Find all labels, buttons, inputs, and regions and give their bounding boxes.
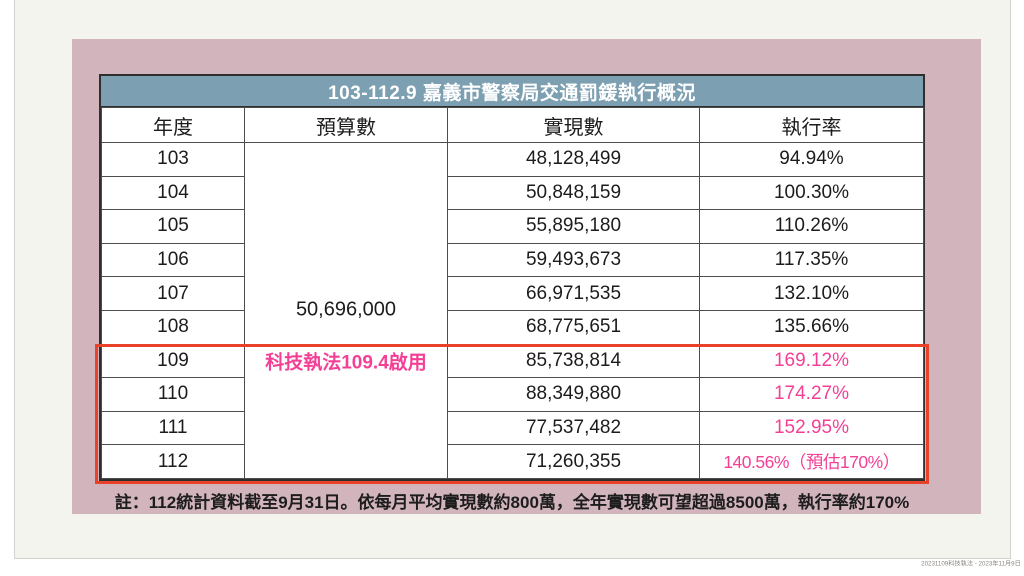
table-row: 106 59,493,673 117.35% [101, 242, 924, 278]
table-row-highlighted: 109 85,738,814 169.12% [101, 343, 924, 379]
column-header-realized: 實現數 [447, 107, 700, 143]
realized-cell: 50,848,159 [447, 175, 700, 211]
table-row: 105 55,895,180 110.26% [101, 209, 924, 244]
table-row: 103 50,696,000 科技執法109.4啟用 48,128,499 94… [101, 142, 924, 479]
budget-value: 50,696,000 [295, 298, 397, 321]
viewer-caption: 20231109科技執法 - 2023年11月9日 [921, 560, 1021, 568]
realized-cell: 59,493,673 [447, 242, 700, 278]
realized-cell: 88,349,880 [447, 377, 700, 412]
table-title: 103-112.9 嘉義市警察局交通罰鍰執行概況 [101, 76, 923, 107]
rate-cell: 135.66% [699, 309, 924, 345]
budget-merged-cell: 50,696,000 科技執法109.4啟用 [244, 142, 448, 479]
rate-cell: 152.95% [699, 410, 924, 446]
year-cell: 107 [101, 276, 245, 311]
header-row: 年度 預算數 實現數 執行率 [101, 107, 924, 143]
realized-cell: 68,775,651 [447, 309, 700, 345]
table-row: 107 66,971,535 132.10% [101, 276, 924, 311]
year-cell: 112 [101, 444, 245, 479]
realized-cell: 48,128,499 [447, 142, 700, 177]
rate-cell: 110.26% [699, 209, 924, 244]
table-row: 108 68,775,651 135.66% [101, 309, 924, 345]
rate-cell: 117.35% [699, 242, 924, 278]
rate-cell: 140.56%（預估170%） [699, 444, 924, 479]
year-cell: 104 [101, 175, 245, 211]
column-header-year: 年度 [101, 107, 245, 143]
table-row-highlighted: 112 71,260,355 140.56%（預估170%） [101, 444, 924, 479]
footnote: 註：112統計資料截至9月31日。依每月平均實現數約800萬，全年實現數可望超過… [114, 493, 910, 512]
rate-cell: 174.27% [699, 377, 924, 412]
realized-cell: 66,971,535 [447, 276, 700, 311]
realized-cell: 85,738,814 [447, 343, 700, 379]
column-header-rate: 執行率 [699, 107, 924, 143]
tech-enforcement-annotation: 科技執法109.4啟用 [265, 352, 427, 374]
year-cell: 103 [101, 142, 245, 177]
realized-cell: 71,260,355 [447, 444, 700, 479]
realized-cell: 77,537,482 [447, 410, 700, 446]
column-header-budget: 預算數 [244, 107, 448, 143]
year-cell: 106 [101, 242, 245, 278]
table-row: 104 50,848,159 100.30% [101, 175, 924, 211]
traffic-fine-table: 103-112.9 嘉義市警察局交通罰鍰執行概況 年度 預算數 實現數 執行率 … [99, 74, 925, 481]
rate-cell: 132.10% [699, 276, 924, 311]
table-row-highlighted: 111 77,537,482 152.95% [101, 410, 924, 446]
year-cell: 108 [101, 309, 245, 345]
data-table: 年度 預算數 實現數 執行率 103 50,696,000 科技執法109.4啟… [101, 107, 924, 479]
year-cell: 105 [101, 209, 245, 244]
rate-cell: 169.12% [699, 343, 924, 379]
rate-cell: 94.94% [699, 142, 924, 177]
table-row-highlighted: 110 88,349,880 174.27% [101, 377, 924, 412]
realized-cell: 55,895,180 [447, 209, 700, 244]
year-cell: 109 [101, 343, 245, 379]
rate-cell: 100.30% [699, 175, 924, 211]
year-cell: 110 [101, 377, 245, 412]
year-cell: 111 [101, 410, 245, 446]
